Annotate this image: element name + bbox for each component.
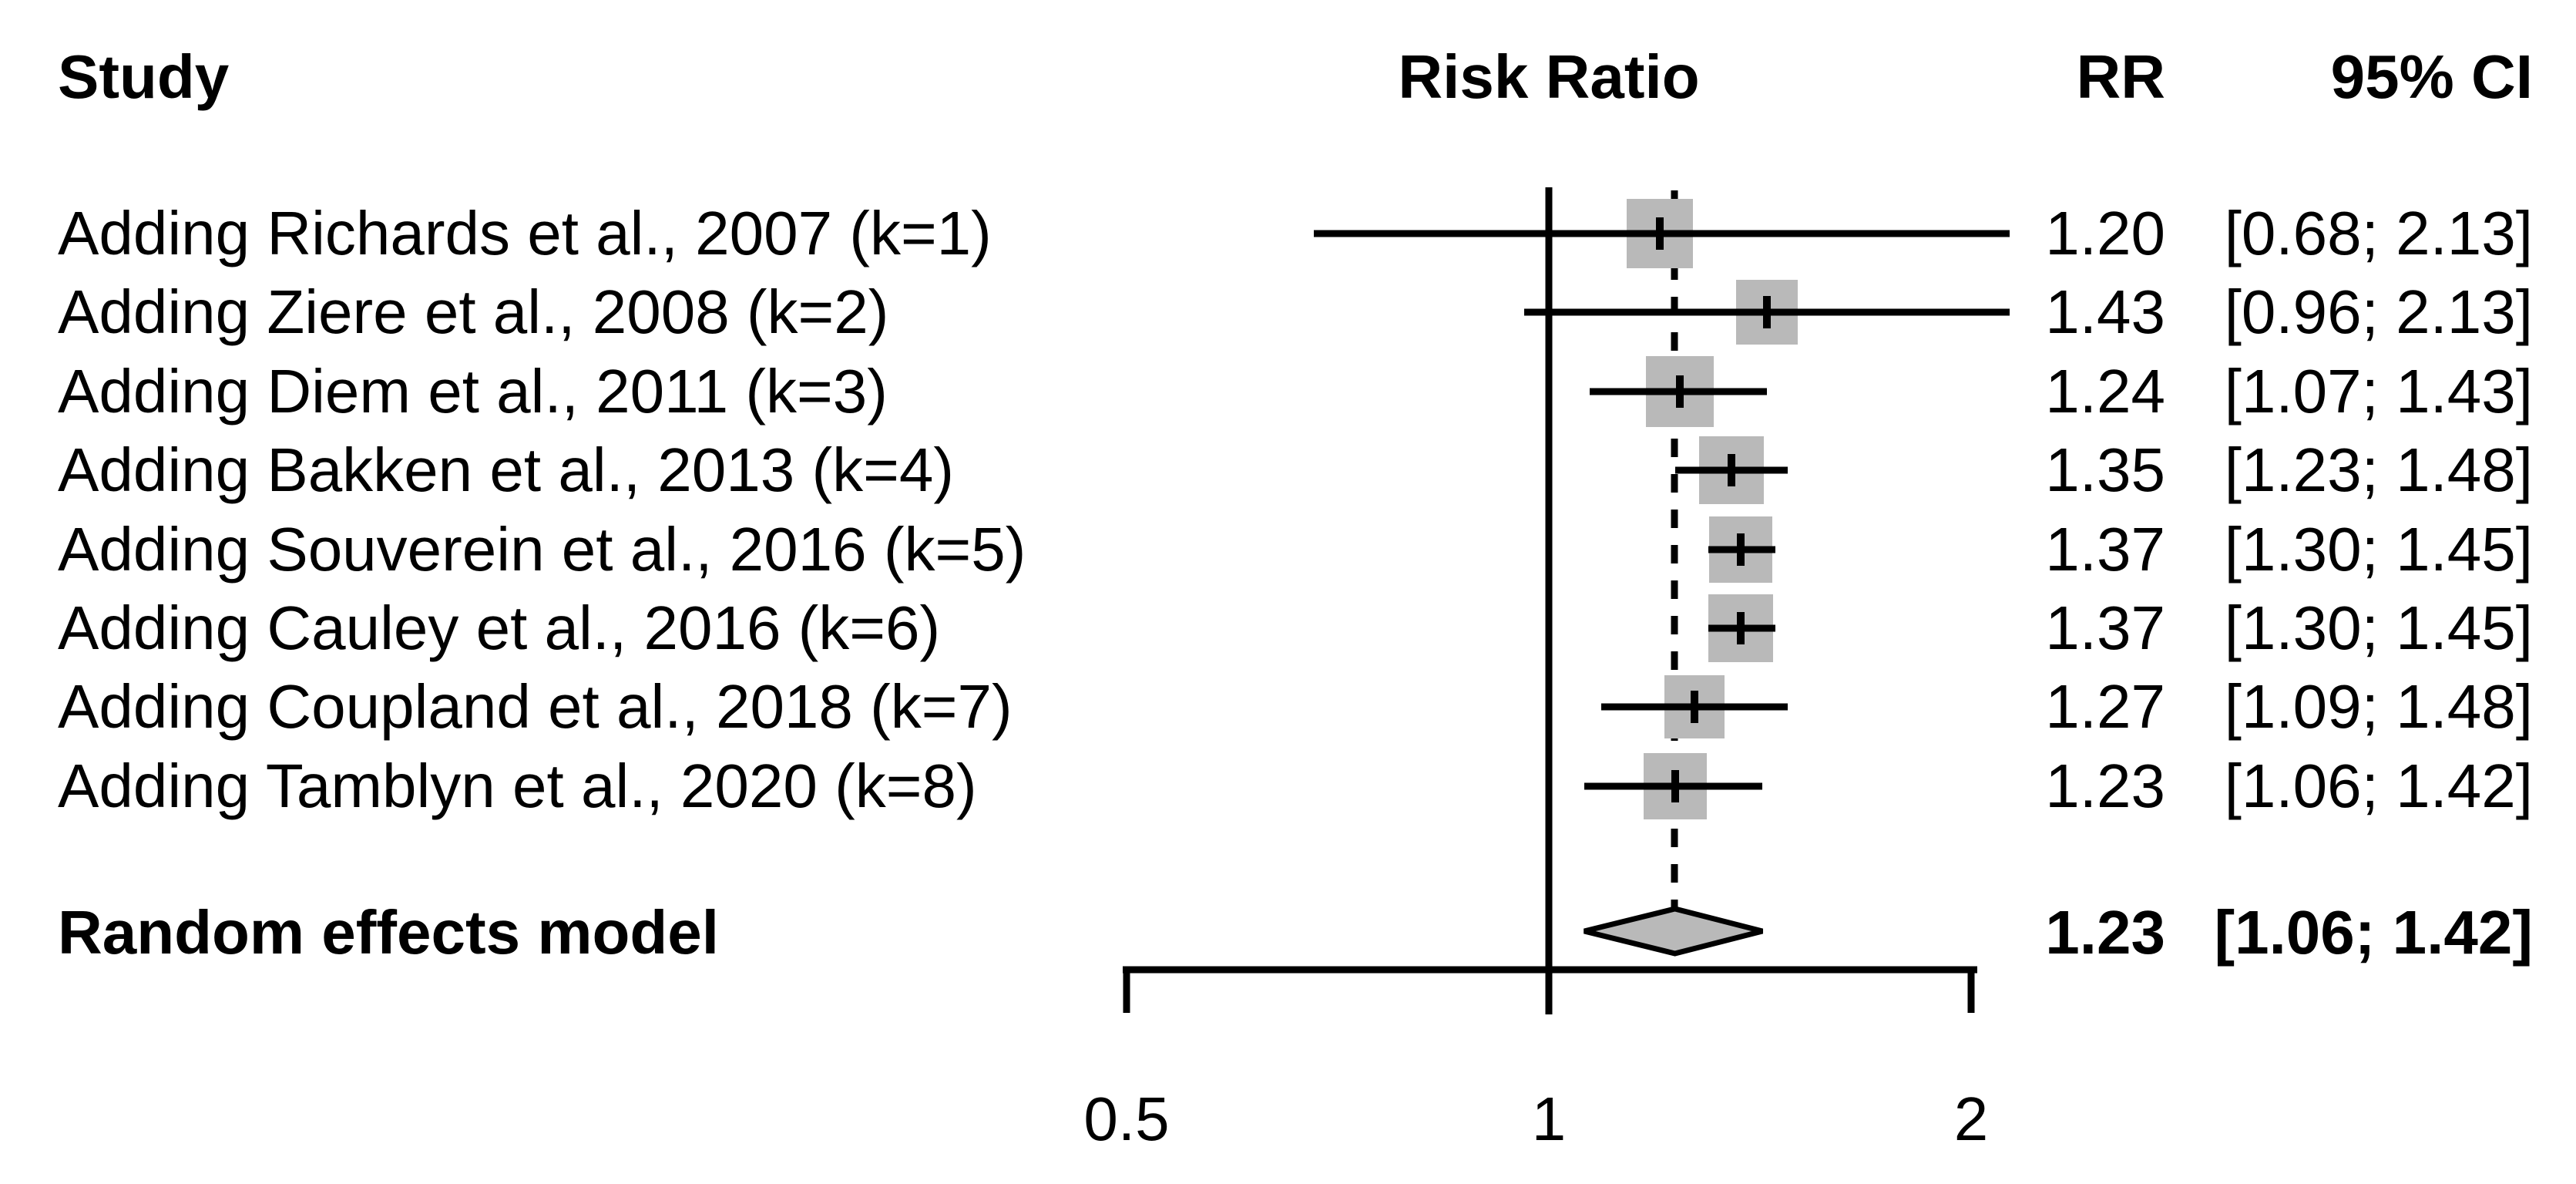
- column-header-rr: RR: [2076, 42, 2165, 111]
- ci-value: [1.30; 1.45]: [2224, 594, 2533, 662]
- x-axis-tick: [1123, 967, 1130, 1013]
- rr-value: 1.43: [2045, 278, 2165, 347]
- rr-value: 1.37: [2045, 594, 2165, 662]
- point-estimate-tick: [1671, 769, 1679, 802]
- study-label: Adding Richards et al., 2007 (k=1): [58, 199, 992, 267]
- point-estimate-tick: [1728, 454, 1736, 487]
- x-axis-tick: [1967, 967, 1975, 1013]
- ci-value: [1.06; 1.42]: [2224, 751, 2533, 820]
- rr-value: 1.20: [2045, 199, 2165, 267]
- rr-value: 1.35: [2045, 436, 2165, 505]
- point-estimate-tick: [1656, 217, 1664, 250]
- study-label: Adding Diem et al., 2011 (k=3): [58, 356, 888, 426]
- reference-line-rr-1: [1545, 187, 1553, 1014]
- study-label: Adding Ziere et al., 2008 (k=2): [58, 278, 889, 347]
- study-label: Adding Coupland et al., 2018 (k=7): [58, 672, 1013, 742]
- rr-value: 1.37: [2045, 514, 2165, 584]
- point-estimate-tick: [1690, 691, 1698, 724]
- study-label: Adding Bakken et al., 2013 (k=4): [58, 436, 954, 505]
- x-axis-tick-label: 2: [1953, 1085, 1989, 1153]
- summary-label: Random effects model: [58, 898, 719, 967]
- point-estimate-tick: [1736, 612, 1745, 644]
- ci-value: [1.23; 1.48]: [2224, 436, 2533, 505]
- rr-value: 1.24: [2045, 356, 2165, 426]
- study-label: Adding Cauley et al., 2016 (k=6): [58, 594, 941, 662]
- summary-rr-value: 1.23: [2045, 898, 2165, 967]
- x-axis-tick-label: 0.5: [1083, 1085, 1170, 1153]
- ci-value: [1.30; 1.45]: [2224, 514, 2533, 584]
- rr-value: 1.27: [2045, 672, 2165, 742]
- column-header-risk-ratio: Risk Ratio: [1398, 42, 1700, 111]
- study-label: Adding Souverein et al., 2016 (k=5): [58, 514, 1026, 584]
- point-estimate-tick: [1762, 296, 1771, 329]
- study-label: Adding Tamblyn et al., 2020 (k=8): [58, 751, 977, 820]
- ci-value: [1.09; 1.48]: [2224, 672, 2533, 742]
- point-estimate-tick: [1676, 375, 1684, 408]
- column-header-study: Study: [58, 42, 230, 111]
- column-header-ci: 95% CI: [2330, 42, 2533, 111]
- summary-ci-value: [1.06; 1.42]: [2214, 898, 2533, 967]
- rr-value: 1.23: [2045, 751, 2165, 820]
- ci-value: [0.68; 2.13]: [2224, 199, 2533, 267]
- x-axis-tick-label: 1: [1531, 1085, 1567, 1153]
- ci-value: [0.96; 2.13]: [2224, 278, 2533, 347]
- pooled-estimate-dashed-line: [1671, 190, 1678, 911]
- x-axis-tick: [1545, 967, 1553, 1013]
- point-estimate-tick: [1736, 533, 1745, 566]
- summary-diamond-shape: [1584, 906, 1764, 957]
- ci-value: [1.07; 1.43]: [2224, 356, 2533, 426]
